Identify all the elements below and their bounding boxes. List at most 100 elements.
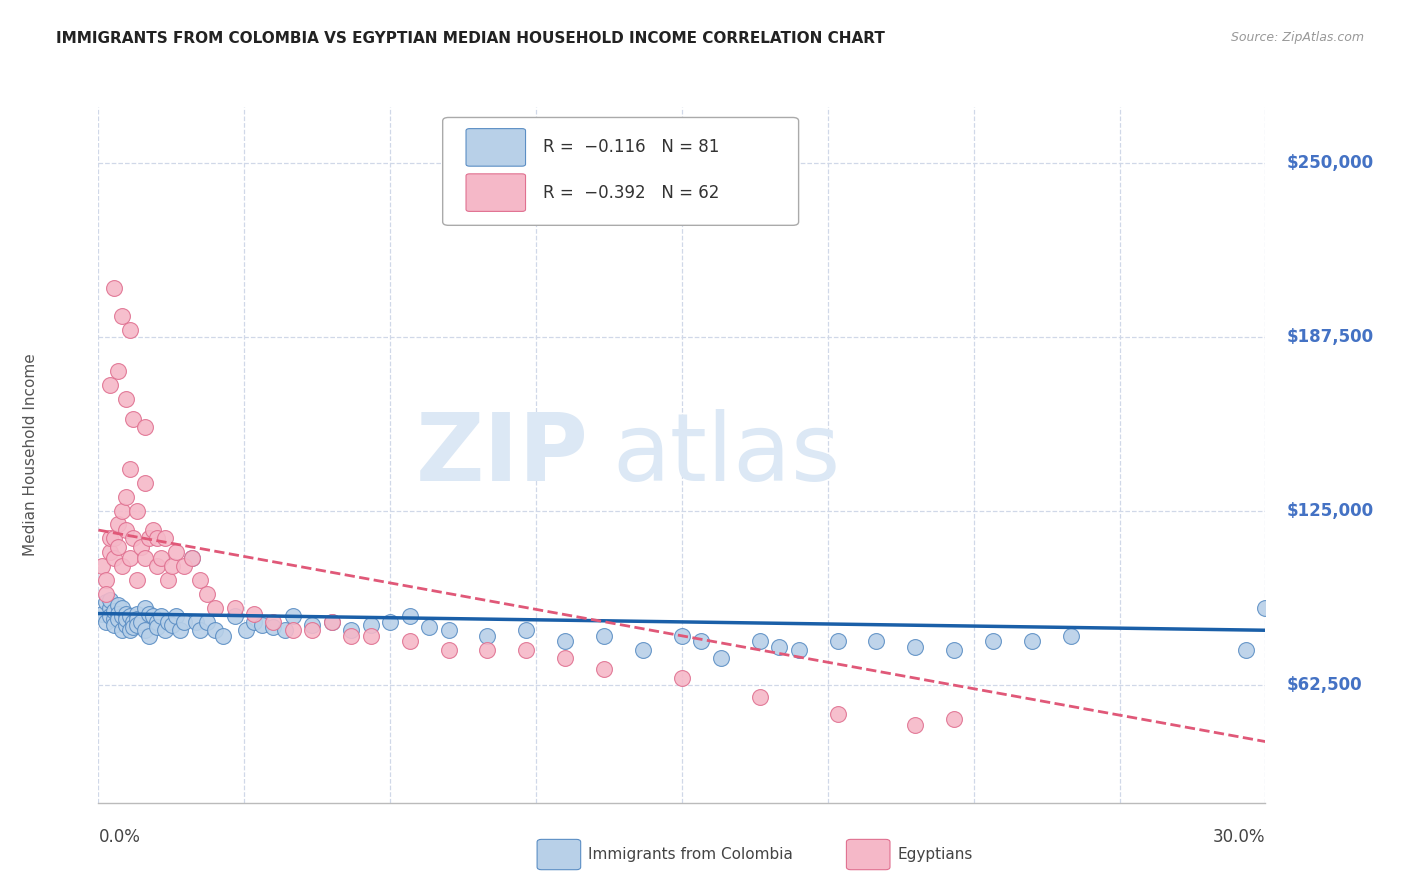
Point [301, 617, 323, 632]
Text: 30.0%: 30.0% [1213, 828, 1265, 846]
Point [114, 617, 136, 632]
Point [204, 624, 226, 638]
Point [134, 550, 156, 565]
Point [904, 718, 927, 732]
Point [157, 573, 180, 587]
Point [96, 595, 118, 609]
Point [103, 612, 125, 626]
Point [153, 624, 176, 638]
Point [114, 392, 136, 407]
Text: ZIP: ZIP [416, 409, 589, 501]
Point [111, 601, 134, 615]
Point [224, 609, 246, 624]
Point [142, 609, 165, 624]
Point [378, 615, 402, 629]
Point [114, 612, 136, 626]
Point [134, 420, 156, 434]
Point [281, 609, 304, 624]
Text: Egyptians: Egyptians [897, 847, 973, 862]
Point [262, 615, 284, 629]
Point [98, 532, 121, 546]
Point [169, 624, 191, 638]
Point [593, 629, 616, 643]
Point [235, 624, 257, 638]
Point [142, 523, 165, 537]
Point [111, 624, 134, 638]
Point [111, 309, 134, 323]
Point [118, 323, 141, 337]
Point [127, 503, 149, 517]
Point [122, 411, 145, 425]
Point [418, 620, 440, 634]
Point [122, 615, 145, 629]
Point [107, 364, 129, 378]
Point [134, 601, 156, 615]
Point [103, 617, 125, 632]
Text: atlas: atlas [612, 409, 841, 501]
Point [114, 607, 136, 621]
Point [96, 587, 118, 601]
Point [748, 634, 770, 648]
Text: $187,500: $187,500 [1286, 327, 1374, 345]
Point [118, 550, 141, 565]
Point [188, 573, 211, 587]
Point [111, 609, 134, 624]
Point [437, 624, 460, 638]
Text: Immigrants from Colombia: Immigrants from Colombia [588, 847, 793, 862]
Point [340, 624, 363, 638]
Point [98, 545, 121, 559]
Point [162, 559, 184, 574]
Point [262, 620, 284, 634]
Text: Median Household Income: Median Household Income [24, 353, 38, 557]
Point [554, 651, 576, 665]
Point [188, 624, 211, 638]
Point [904, 640, 927, 654]
Point [340, 629, 363, 643]
Point [122, 620, 145, 634]
Text: 0.0%: 0.0% [98, 828, 141, 846]
Point [671, 671, 693, 685]
Point [398, 634, 420, 648]
Point [107, 598, 129, 612]
Point [107, 612, 129, 626]
Point [111, 503, 134, 517]
Point [398, 609, 420, 624]
Point [103, 532, 125, 546]
Point [1254, 601, 1277, 615]
Point [827, 634, 849, 648]
Point [103, 604, 125, 618]
Point [274, 624, 297, 638]
Point [477, 642, 499, 657]
Point [114, 523, 136, 537]
Point [134, 624, 156, 638]
Point [671, 629, 693, 643]
Point [224, 601, 246, 615]
Point [118, 609, 141, 624]
Point [98, 601, 121, 615]
Point [138, 607, 160, 621]
Point [91, 607, 114, 621]
Point [768, 640, 790, 654]
Point [127, 617, 149, 632]
Point [134, 475, 156, 490]
Point [103, 550, 125, 565]
Point [98, 378, 121, 392]
FancyBboxPatch shape [443, 118, 799, 226]
Point [173, 559, 195, 574]
Point [943, 712, 966, 726]
Point [827, 706, 849, 721]
Text: IMMIGRANTS FROM COLOMBIA VS EGYPTIAN MEDIAN HOUSEHOLD INCOME CORRELATION CHART: IMMIGRANTS FROM COLOMBIA VS EGYPTIAN MED… [56, 31, 886, 46]
Point [281, 624, 304, 638]
Point [477, 629, 499, 643]
Point [107, 517, 129, 532]
Point [107, 540, 129, 554]
Point [865, 634, 887, 648]
Point [195, 587, 218, 601]
Point [212, 629, 235, 643]
Point [321, 615, 343, 629]
Point [321, 615, 343, 629]
Point [204, 601, 226, 615]
Point [127, 607, 149, 621]
Point [107, 607, 129, 621]
Point [149, 609, 172, 624]
